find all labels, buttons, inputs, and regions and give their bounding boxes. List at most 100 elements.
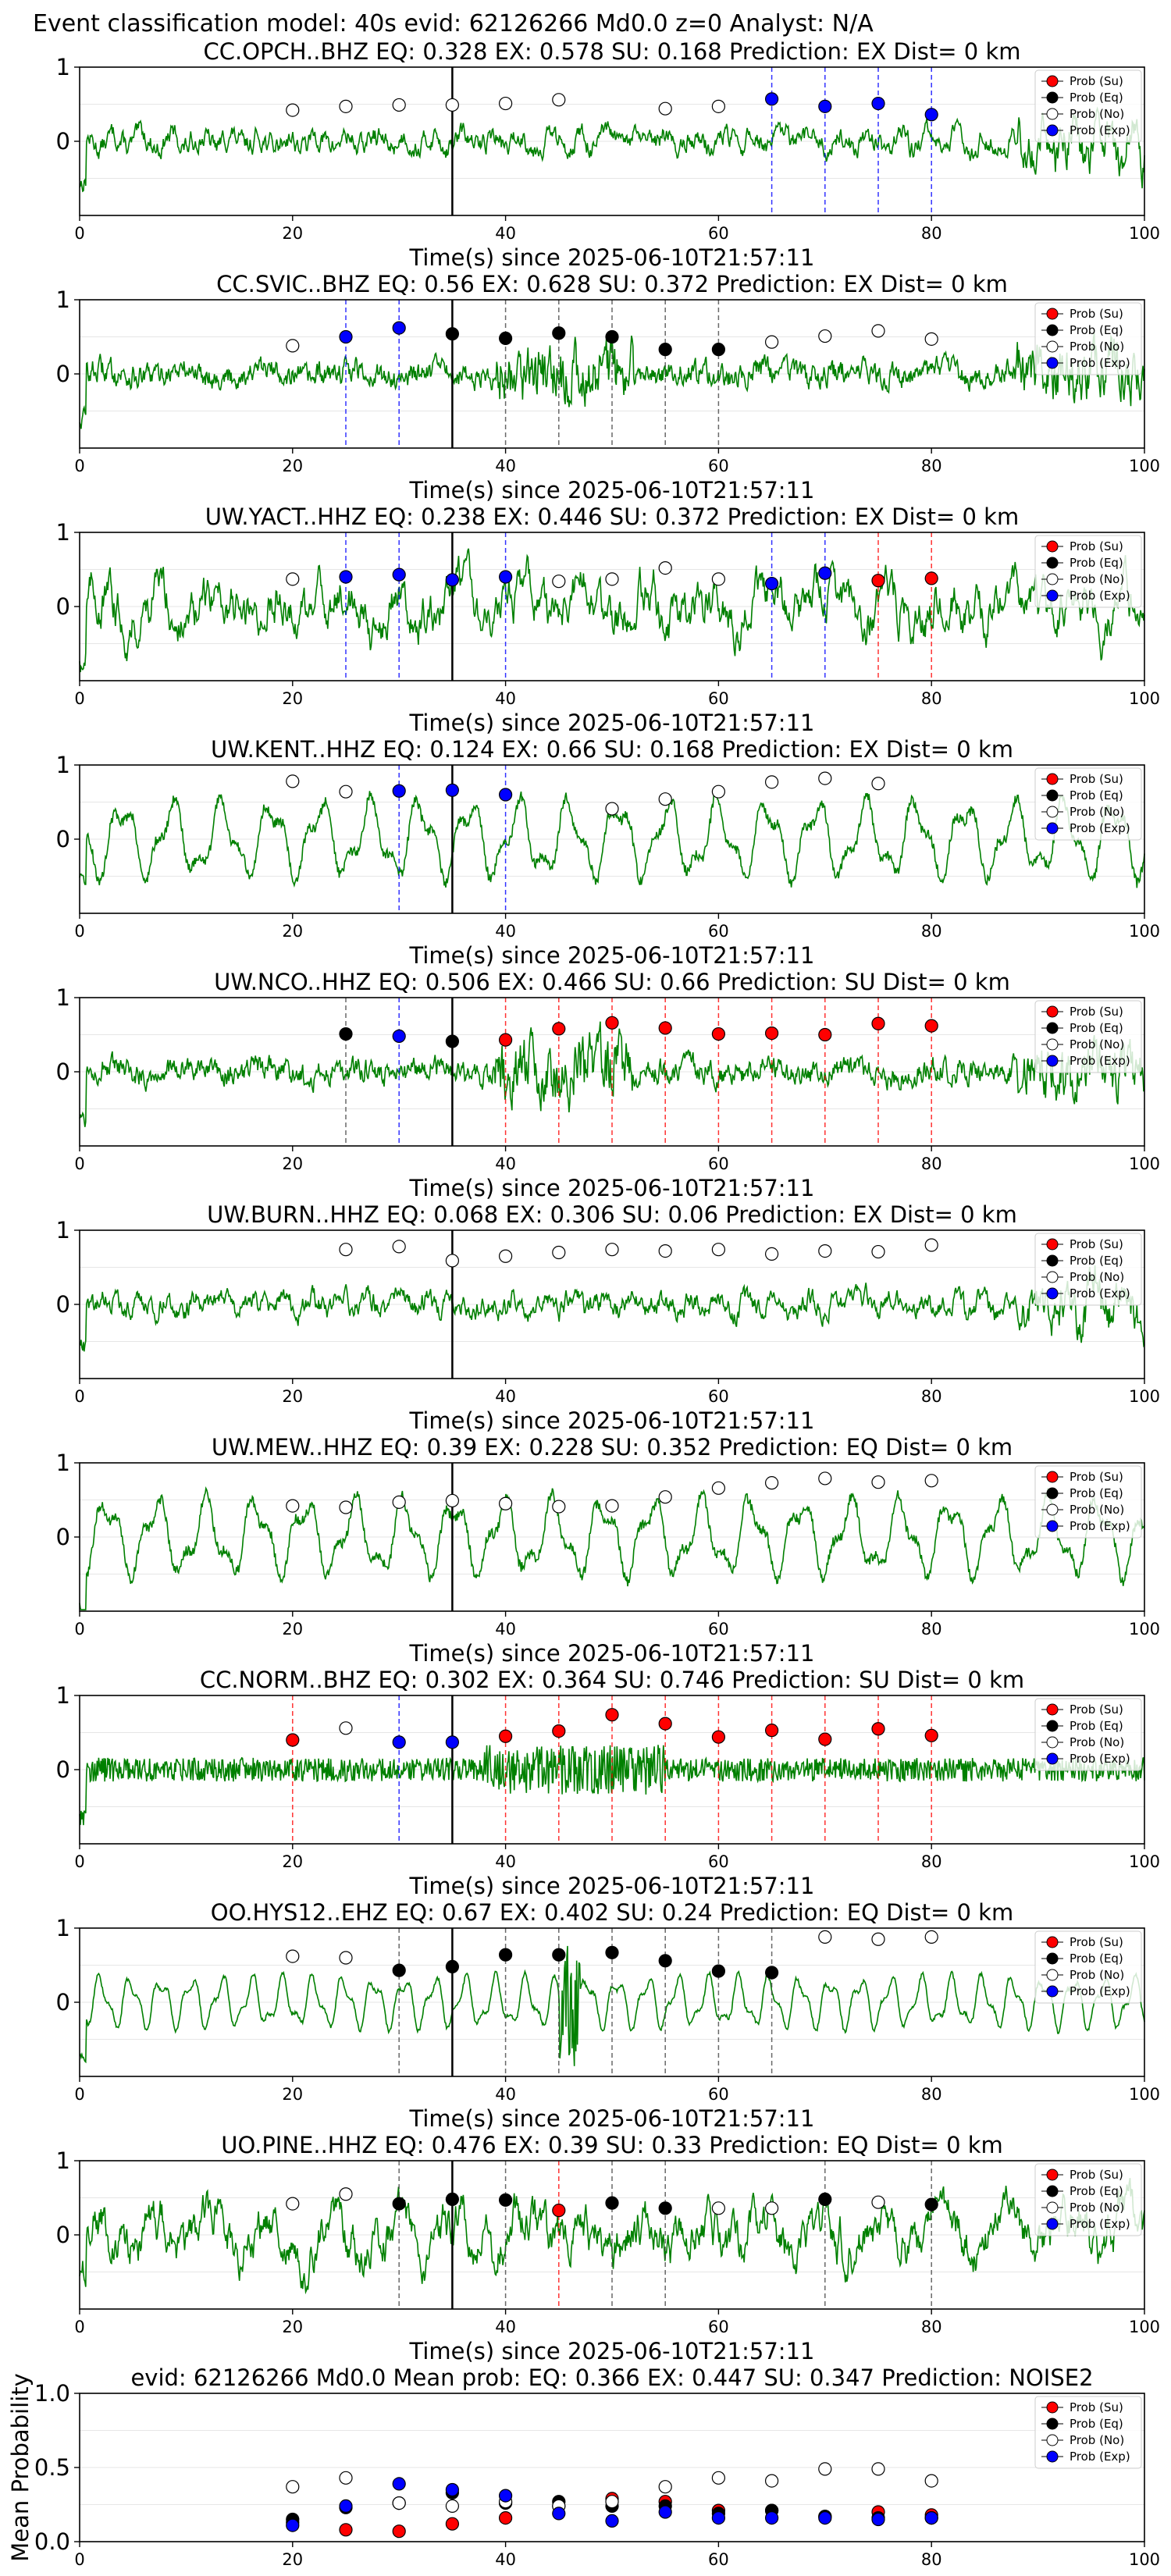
prob-point-no: [339, 2187, 353, 2201]
legend-marker-su: [1046, 75, 1059, 87]
x-axis-label: Time(s) since 2025-06-10T21:57:11: [409, 477, 815, 503]
x-tick-label: 80: [921, 224, 942, 243]
x-tick-label: 100: [1129, 2550, 1160, 2569]
mean-prob-point-exp: [818, 2511, 832, 2525]
y-tick-label: 1: [56, 752, 70, 778]
legend-label-su: Prob (Su): [1070, 1703, 1123, 1717]
x-tick-label: 100: [1129, 922, 1160, 941]
subplot-title: CC.SVIC..BHZ EQ: 0.56 EX: 0.628 SU: 0.37…: [216, 271, 1008, 297]
prob-point-su: [658, 1021, 672, 1035]
legend-marker-exp: [1046, 357, 1059, 369]
subplot-11: evid: 62126266 Md0.0 Mean prob: EQ: 0.36…: [7, 2364, 1160, 2569]
y-tick-label: 1: [56, 2147, 70, 2174]
legend-label-eq: Prob (Eq): [1070, 2184, 1123, 2198]
subplot-10: UO.PINE..HHZ EQ: 0.476 EX: 0.39 SU: 0.33…: [56, 2132, 1161, 2364]
prob-point-no: [445, 1493, 460, 1508]
prob-point-su: [764, 1026, 779, 1041]
x-tick-label: 20: [282, 224, 303, 243]
x-tick-label: 40: [495, 2085, 516, 2104]
legend-marker-eq: [1046, 1720, 1059, 1732]
x-tick-label: 0: [74, 2085, 84, 2104]
x-tick-label: 20: [282, 689, 303, 708]
x-tick-label: 80: [921, 922, 942, 941]
x-tick-label: 100: [1129, 1620, 1160, 1638]
prob-point-no: [498, 96, 513, 111]
prob-point-no: [339, 785, 353, 799]
y-tick-label: 0: [56, 1059, 70, 1085]
legend-label-su: Prob (Su): [1070, 539, 1123, 553]
x-tick-label: 20: [282, 1852, 303, 1871]
legend-marker-eq: [1046, 1254, 1059, 1267]
x-tick-label: 80: [921, 1620, 942, 1638]
mean-prob-point-exp: [445, 2482, 460, 2497]
x-tick-label: 20: [282, 1620, 303, 1638]
prob-point-no: [871, 1244, 885, 1259]
prob-point-su: [498, 1033, 513, 1047]
prob-point-no: [339, 1243, 353, 1257]
legend-marker-su: [1046, 1703, 1059, 1716]
x-tick-label: 20: [282, 1155, 303, 1173]
prob-point-su: [552, 1022, 566, 1036]
mean-prob-point-exp: [552, 2507, 566, 2521]
legend-label-eq: Prob (Eq): [1070, 323, 1123, 337]
prob-point-exp: [339, 329, 353, 344]
x-axis-label: Time(s) since 2025-06-10T21:57:11: [409, 710, 815, 736]
legend-box: [1034, 767, 1142, 841]
prob-point-su: [658, 1717, 672, 1731]
mean-prob-point-no: [392, 2496, 406, 2510]
prob-point-eq: [605, 1945, 619, 1959]
x-tick-label: 0: [74, 689, 84, 708]
legend-label-no: Prob (No): [1070, 1503, 1124, 1517]
subplot-3: UW.YACT..HHZ EQ: 0.238 EX: 0.446 SU: 0.3…: [56, 503, 1161, 736]
legend-marker-no: [1046, 340, 1059, 353]
prob-point-no: [339, 1500, 353, 1514]
prob-point-su: [552, 1724, 566, 1738]
prob-point-su: [871, 1016, 885, 1030]
prob-point-no: [764, 1476, 779, 1490]
prob-point-exp: [764, 576, 779, 591]
prob-point-no: [286, 2197, 300, 2211]
x-tick-label: 80: [921, 689, 942, 708]
x-axis-label: Time(s) since 2025-06-10T21:57:11: [409, 1407, 815, 1434]
legend-marker-no: [1046, 1969, 1059, 1981]
prob-point-no: [605, 802, 619, 816]
x-tick-label: 80: [921, 1852, 942, 1871]
subplot-9: OO.HYS12..EHZ EQ: 0.67 EX: 0.402 SU: 0.2…: [56, 1899, 1161, 2132]
y-tick-label: 1: [56, 286, 70, 313]
legend-label-no: Prob (No): [1070, 572, 1124, 586]
prob-point-eq: [764, 1966, 779, 1980]
prob-point-su: [818, 1027, 832, 1042]
mean-prob-point-su: [392, 2524, 406, 2539]
y-tick-label: 0: [56, 1756, 70, 1783]
legend-marker-no: [1046, 1736, 1059, 1749]
legend-marker-eq: [1046, 324, 1059, 336]
prob-point-no: [924, 1930, 938, 1944]
prob-point-eq: [445, 327, 460, 341]
legend-label-exp: Prob (Exp): [1070, 2217, 1130, 2231]
prob-point-exp: [392, 568, 406, 582]
x-axis-label: Time(s) since 2025-06-10T21:57:11: [409, 942, 815, 969]
prob-point-su: [924, 571, 938, 585]
prob-point-no: [605, 1499, 619, 1513]
legend-marker-exp: [1046, 1055, 1059, 1067]
prob-point-su: [605, 1708, 619, 1722]
y-tick-label: 0.0: [34, 2528, 70, 2555]
legend-box: [1034, 1930, 1142, 2004]
prob-point-no: [924, 1238, 938, 1252]
prob-point-exp: [818, 99, 832, 113]
legend-marker-no: [1046, 1503, 1059, 1516]
legend-label-su: Prob (Su): [1070, 74, 1123, 88]
legend-box: [1034, 1465, 1142, 1539]
subplot-2: CC.SVIC..BHZ EQ: 0.56 EX: 0.628 SU: 0.37…: [56, 271, 1161, 503]
legend-label-no: Prob (No): [1070, 2201, 1124, 2215]
legend-label-exp: Prob (Exp): [1070, 123, 1130, 137]
prob-point-su: [818, 1732, 832, 1746]
prob-point-eq: [605, 329, 619, 344]
prob-point-no: [658, 101, 672, 116]
prob-point-no: [286, 572, 300, 586]
y-tick-label: 0.5: [34, 2454, 70, 2481]
prob-point-no: [658, 1244, 672, 1258]
legend-box: [1034, 302, 1142, 375]
mean-prob-point-exp: [924, 2511, 938, 2525]
